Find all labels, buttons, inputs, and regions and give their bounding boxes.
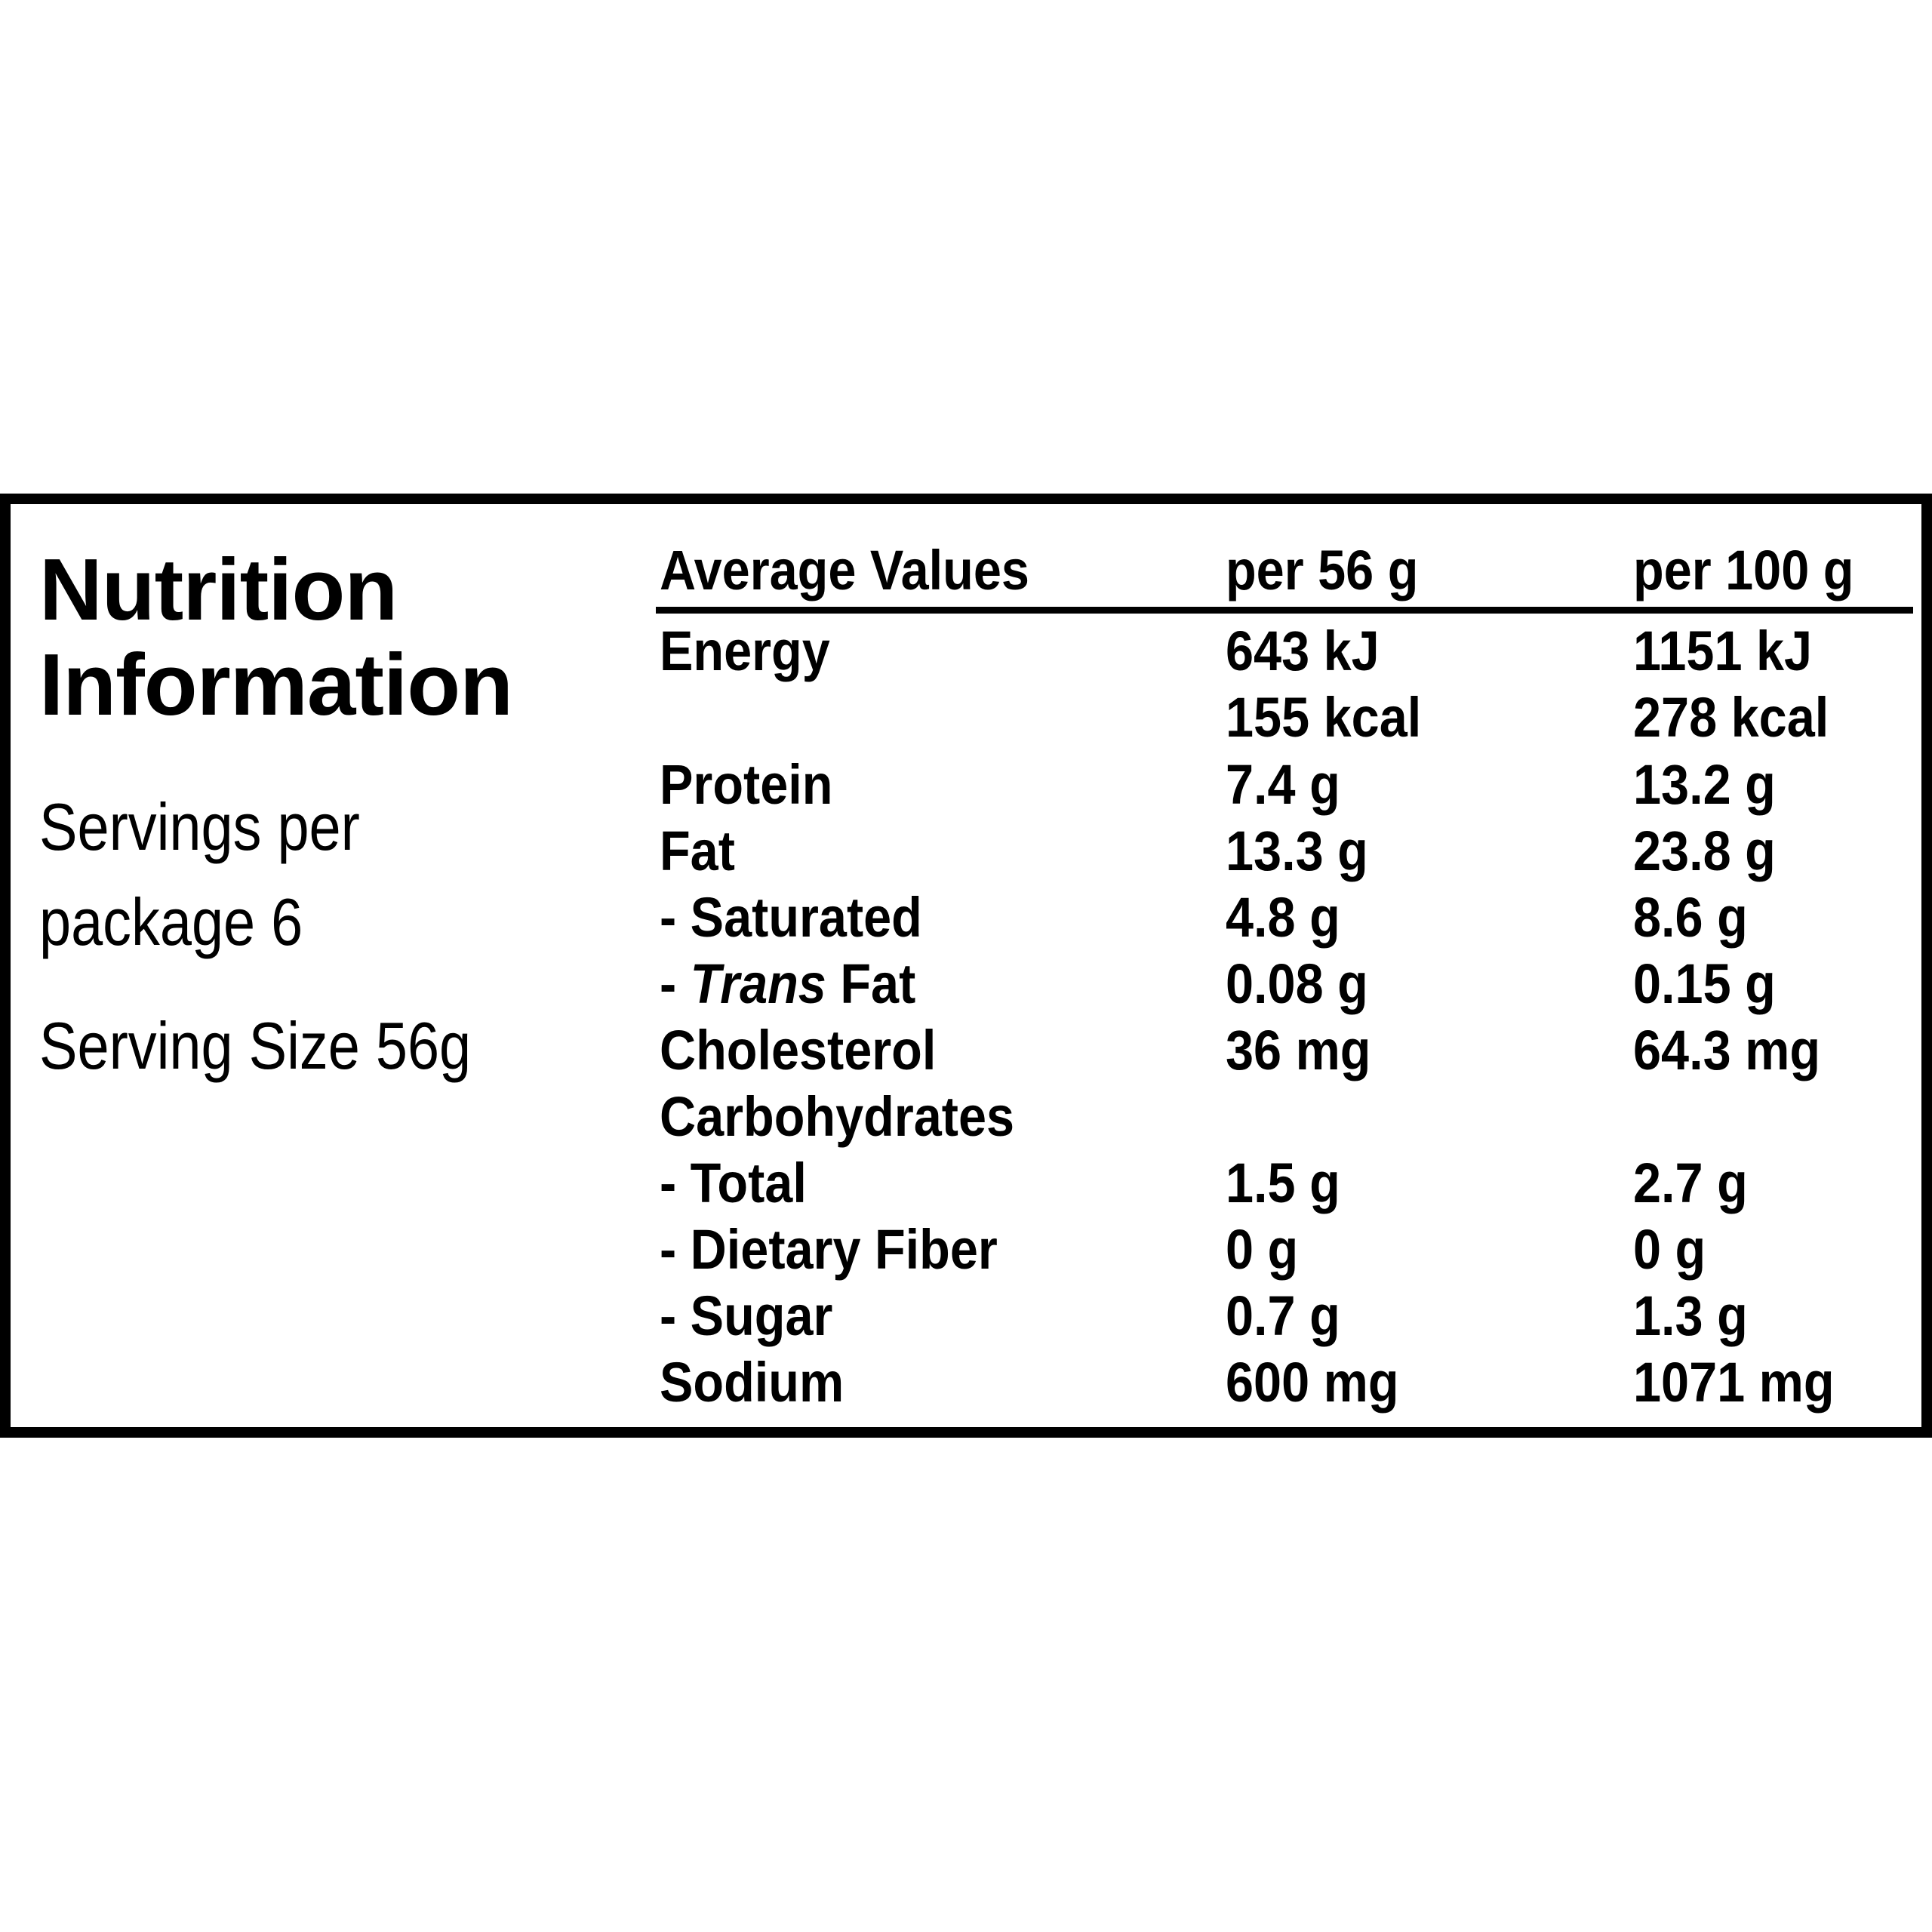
fat-per-serving: 13.3 g [1226, 820, 1368, 882]
sodium-per-100g: 1071 mg [1633, 1351, 1835, 1414]
nutrient-sodium: Sodium [660, 1351, 844, 1414]
saturated-per-100g: 8.6 g [1633, 886, 1748, 949]
energy-kcal-per-serving: 155 kcal [1226, 686, 1422, 749]
trans-fat-per-100g: 0.15 g [1633, 952, 1776, 1015]
servings-per-package: Servings per package 6 [39, 780, 360, 970]
trans-fat-italic: Trans [690, 952, 826, 1015]
sodium-per-serving: 600 mg [1226, 1351, 1399, 1414]
trans-fat-per-serving: 0.08 g [1226, 952, 1368, 1015]
nutrient-sugar: - Sugar [660, 1284, 833, 1347]
nutrient-trans-fat: - Trans Fat [660, 951, 915, 1017]
nutrient-carbohydrates: Carbohydrates [660, 1085, 1015, 1148]
nutrient-energy: Energy [660, 620, 830, 682]
servings-line-1: Servings per [39, 789, 360, 864]
header-divider [656, 607, 1913, 614]
nutrition-label-panel: Nutrition Information Servings per packa… [0, 494, 1932, 1438]
nutrient-dietary-fiber: - Dietary Fiber [660, 1218, 998, 1281]
nutrient-protein: Protein [660, 753, 833, 816]
carbs-total-per-100g: 2.7 g [1633, 1152, 1748, 1214]
cholesterol-per-serving: 36 mg [1226, 1019, 1371, 1081]
nutrient-cholesterol: Cholesterol [660, 1019, 937, 1081]
header-per-serving: per 56 g [1226, 539, 1419, 601]
trans-fat-prefix: - [660, 952, 691, 1015]
dietary-fiber-per-serving: 0 g [1226, 1218, 1299, 1281]
header-average-values: Average Values [660, 539, 1029, 601]
servings-line-2: package 6 [39, 884, 303, 959]
carbs-total-per-serving: 1.5 g [1226, 1152, 1340, 1214]
energy-kj-per-serving: 643 kJ [1226, 620, 1380, 682]
cholesterol-per-100g: 64.3 mg [1633, 1019, 1821, 1081]
sugar-per-100g: 1.3 g [1633, 1284, 1748, 1347]
nutrient-carbs-total: - Total [660, 1152, 807, 1214]
nutrient-saturated: - Saturated [660, 886, 922, 949]
energy-kj-per-100g: 1151 kJ [1633, 620, 1813, 682]
fat-per-100g: 23.8 g [1633, 820, 1776, 882]
energy-kcal-per-100g: 278 kcal [1633, 686, 1829, 749]
nutrient-fat: Fat [660, 820, 735, 882]
serving-size: Serving Size 56g [39, 1008, 472, 1083]
trans-fat-suffix: Fat [826, 952, 916, 1015]
dietary-fiber-per-100g: 0 g [1633, 1218, 1706, 1281]
sugar-per-serving: 0.7 g [1226, 1284, 1340, 1347]
saturated-per-serving: 4.8 g [1226, 886, 1340, 949]
protein-per-serving: 7.4 g [1226, 753, 1340, 816]
protein-per-100g: 13.2 g [1633, 753, 1776, 816]
label-title: Nutrition Information [39, 540, 513, 734]
header-per-100g: per 100 g [1633, 539, 1854, 601]
